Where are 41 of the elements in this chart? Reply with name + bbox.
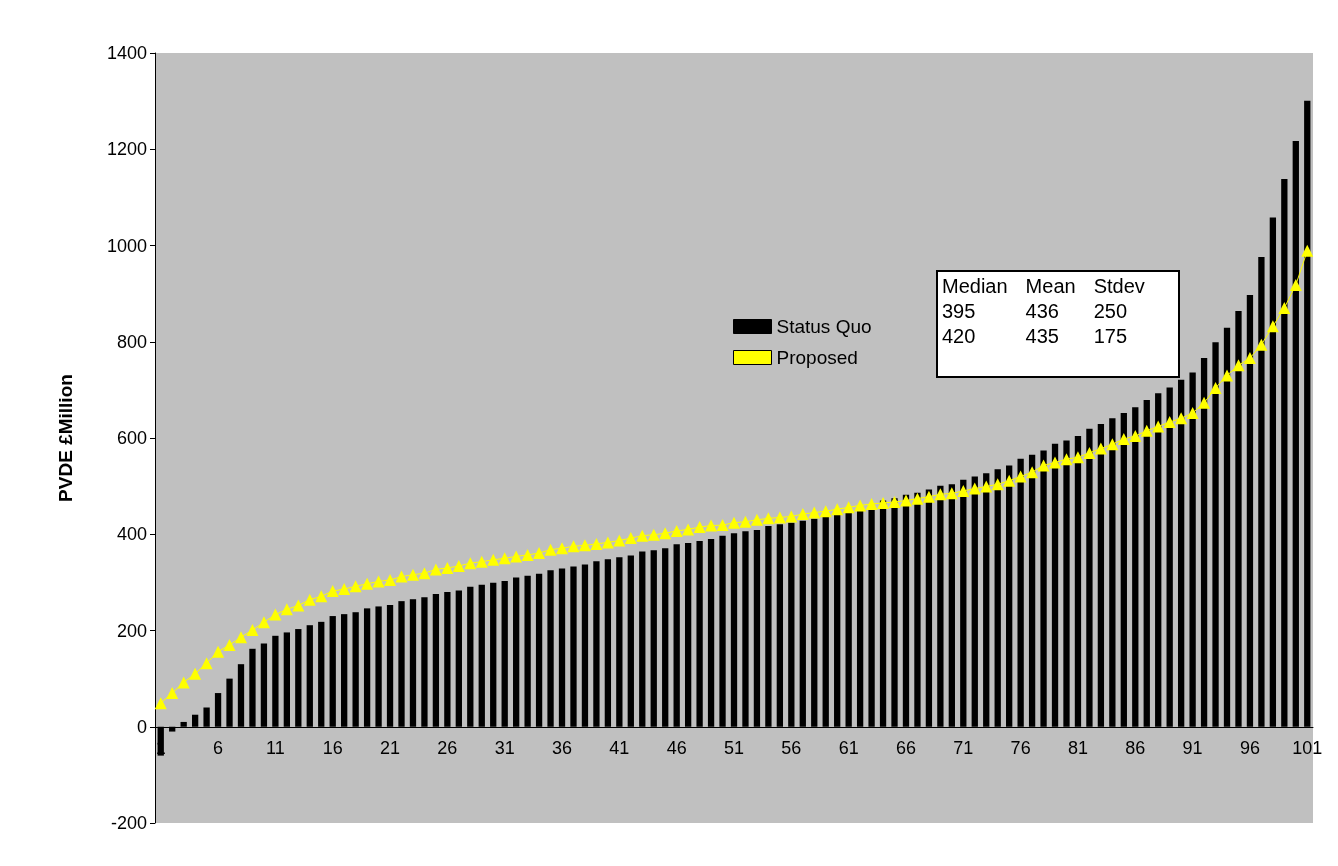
x-tick-label: 101 <box>1292 737 1323 758</box>
y-tick-label: 400 <box>116 524 147 545</box>
legend-label: Status Quo <box>776 316 872 337</box>
y-tick-label: 1000 <box>106 235 147 256</box>
y-tick-label: 800 <box>116 331 147 352</box>
x-tick-label: 46 <box>666 737 687 758</box>
y-axis-title: PVDE £Million <box>55 374 76 502</box>
y-tick-label: 600 <box>116 428 147 448</box>
x-tick-label: 56 <box>781 737 802 758</box>
annotation: 175 <box>1093 324 1128 349</box>
y-tick-label: -200 <box>110 813 147 833</box>
x-tick-label: 86 <box>1125 737 1146 758</box>
x-tick-label: 81 <box>1067 737 1088 758</box>
legend-label: Proposed <box>776 347 858 368</box>
y-tick-label: 1400 <box>106 43 147 63</box>
x-tick-label: 26 <box>437 737 458 758</box>
annotation: 435 <box>1025 324 1060 349</box>
annotation: 436 <box>1025 299 1060 324</box>
x-tick-label: 16 <box>322 737 343 758</box>
y-tick-label: 1200 <box>106 139 147 160</box>
y-tick-label: 200 <box>116 620 147 641</box>
x-tick-label: 51 <box>723 737 745 758</box>
x-tick-label: 66 <box>895 737 916 758</box>
annotation: 395 <box>942 299 977 324</box>
annotation: Stdev <box>1093 274 1146 299</box>
x-tick-label: 41 <box>609 737 630 758</box>
y-tick-label: 0 <box>136 716 147 737</box>
x-tick-label: 76 <box>1010 737 1031 758</box>
x-tick-label: 36 <box>552 737 573 758</box>
annotation: 420 <box>942 324 977 349</box>
annotation: Mean <box>1025 274 1077 299</box>
x-tick-label: 11 <box>266 737 285 758</box>
x-tick-label: 96 <box>1239 737 1260 758</box>
x-tick-label: 71 <box>953 737 974 758</box>
x-tick-label: 31 <box>494 737 515 758</box>
x-tick-label: 21 <box>380 737 401 758</box>
annotation: Median <box>942 274 1009 299</box>
x-tick-label: 91 <box>1182 737 1203 758</box>
x-tick-label: 61 <box>838 737 859 758</box>
x-tick-label: 6 <box>213 737 224 758</box>
annotation: 250 <box>1093 299 1128 324</box>
